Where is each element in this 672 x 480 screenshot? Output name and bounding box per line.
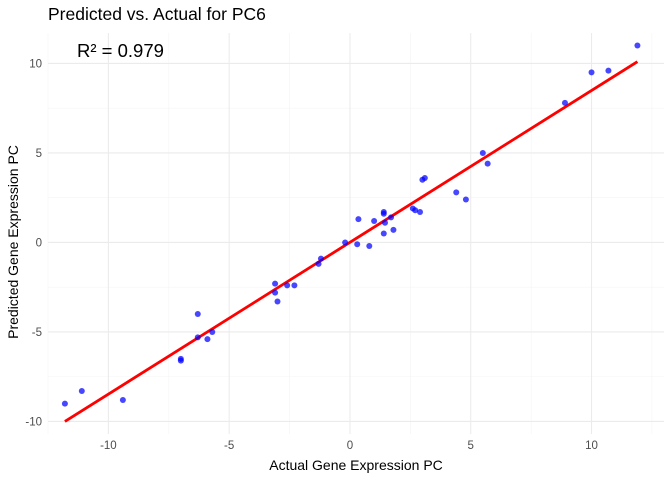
data-point (634, 42, 641, 49)
data-point (561, 99, 568, 106)
data-point (342, 239, 349, 246)
data-point (317, 255, 324, 262)
y-tick-label: -5 (32, 327, 42, 339)
y-tick-label: 10 (29, 58, 42, 70)
fit-line-layer (64, 60, 639, 423)
data-point (421, 175, 428, 182)
data-point (417, 209, 424, 216)
data-point (453, 189, 460, 196)
tick-labels-layer: -10 -5 0 5 10 -10 -5 0 5 10 (25, 58, 598, 452)
regression-line (64, 60, 639, 423)
data-point (484, 160, 491, 167)
y-tick-label: 5 (36, 148, 42, 160)
data-point (274, 298, 281, 305)
data-point (78, 388, 85, 395)
data-point (272, 280, 279, 287)
points-layer (61, 42, 641, 407)
x-tick-label: 0 (347, 440, 353, 452)
data-point (354, 241, 361, 248)
data-point (462, 196, 469, 203)
data-point (381, 219, 388, 226)
data-point (272, 289, 279, 296)
data-point (388, 214, 395, 221)
data-point (194, 311, 201, 318)
data-point (355, 216, 362, 223)
data-point (366, 243, 373, 250)
data-point (315, 260, 322, 267)
data-point (479, 149, 486, 156)
data-point (380, 209, 387, 216)
y-axis-title: Predicted Gene Expression PC (5, 145, 21, 339)
data-point (204, 336, 211, 343)
x-tick-label: -10 (100, 440, 117, 452)
r-squared-annotation: R² = 0.979 (77, 40, 164, 61)
x-axis-title: Actual Gene Expression PC (269, 457, 443, 473)
x-tick-label: 10 (585, 440, 598, 452)
data-point (284, 282, 291, 289)
x-tick-label: -5 (224, 440, 234, 452)
data-point (412, 207, 419, 214)
y-tick-label: -10 (25, 416, 42, 428)
data-point (291, 282, 298, 289)
y-tick-label: 0 (36, 237, 42, 249)
chart-title: Predicted vs. Actual for PC6 (48, 4, 266, 24)
x-tick-label: 5 (468, 440, 474, 452)
data-point (61, 400, 68, 407)
data-point (605, 67, 612, 74)
data-point (371, 217, 378, 224)
data-point (119, 396, 126, 403)
data-point (380, 230, 387, 237)
data-point (177, 357, 184, 364)
data-point (588, 69, 595, 76)
data-point (209, 328, 216, 335)
data-point (194, 334, 201, 341)
data-point (390, 226, 397, 233)
